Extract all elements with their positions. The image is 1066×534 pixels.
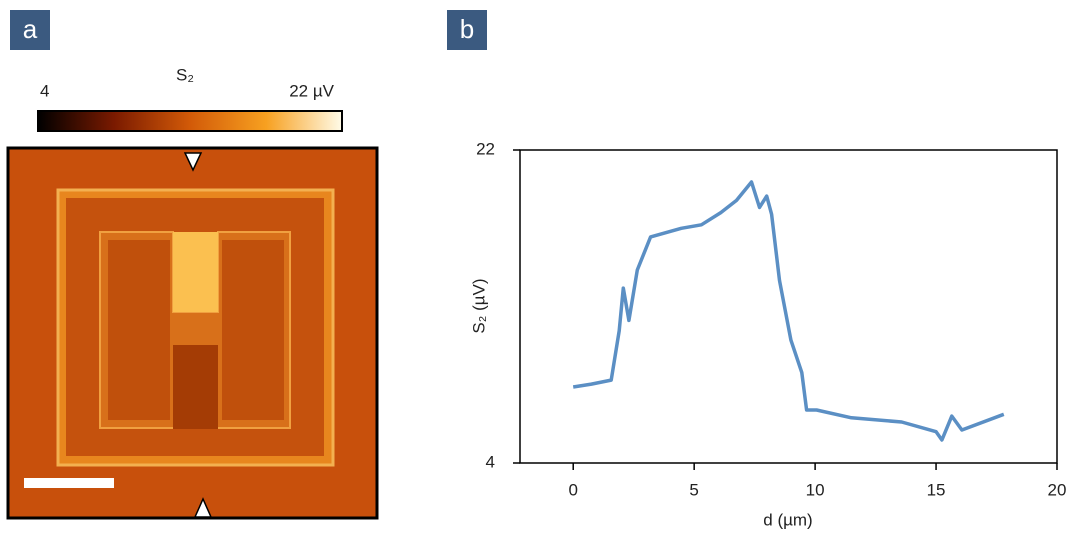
colorbar-tick-label: 4 <box>40 81 49 100</box>
data-line <box>572 180 1005 442</box>
y-tick-label: 22 <box>476 139 495 158</box>
x-tick-label: 20 <box>1048 480 1066 499</box>
panel-badge <box>447 10 487 50</box>
colorbar-label: S₂ <box>176 65 194 84</box>
panel-label: a <box>23 14 38 44</box>
x-tick-label: 10 <box>806 480 825 499</box>
colorbar-tick-label: 22 µV <box>289 81 334 100</box>
plot-frame <box>519 149 1058 464</box>
y-axis-label: S₂ (µV) <box>469 278 488 333</box>
y-tick-label: 4 <box>486 452 495 471</box>
x-tick-label: 15 <box>927 480 946 499</box>
x-tick-label: 0 <box>568 480 577 499</box>
panel-label: b <box>460 14 474 44</box>
panel-badge <box>10 10 50 50</box>
colorbar <box>37 110 343 132</box>
sample-image <box>6 146 379 520</box>
x-tick-label: 5 <box>689 480 698 499</box>
x-axis-label: d (µm) <box>763 510 812 529</box>
